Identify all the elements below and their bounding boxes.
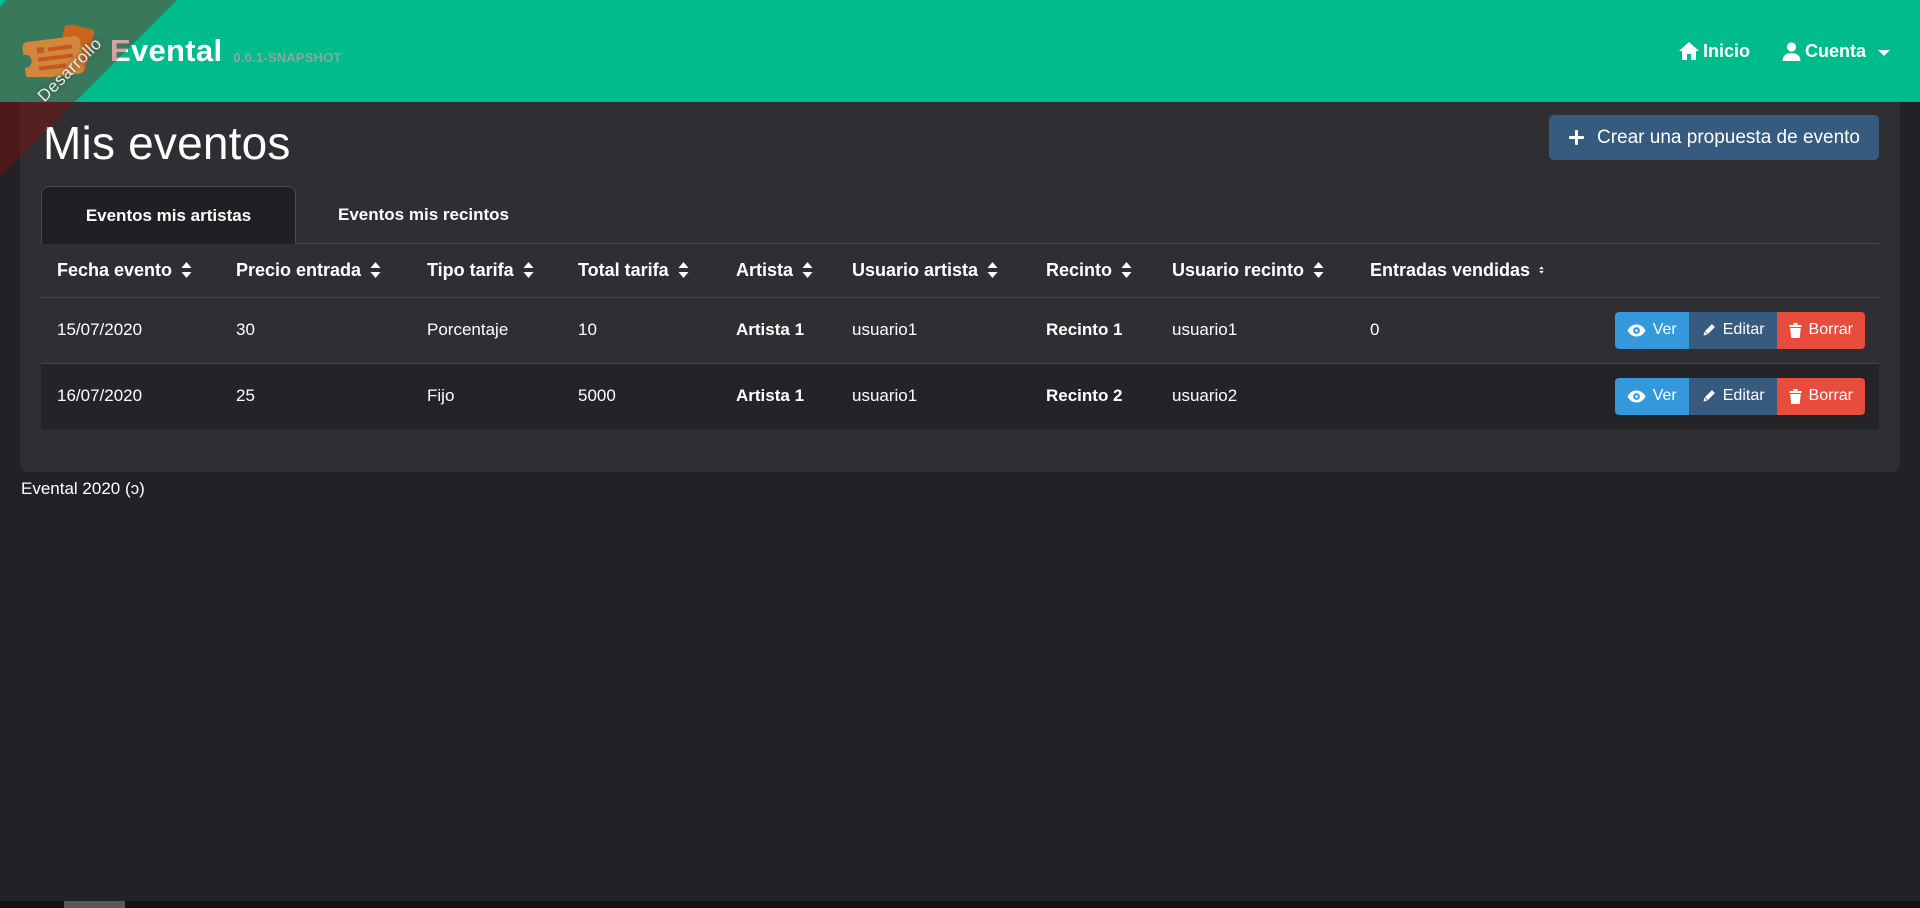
col-header-total-tarifa[interactable]: Total tarifa — [562, 244, 720, 297]
ver-button[interactable]: Ver — [1614, 311, 1689, 349]
user-icon — [1782, 41, 1801, 61]
col-header-tipo-tarifa[interactable]: Tipo tarifa — [411, 244, 562, 297]
nav-inicio-label: Inicio — [1702, 40, 1750, 61]
nav-cuenta[interactable]: Cuenta — [1782, 41, 1890, 62]
cell-tipo-tarifa: Fijo — [411, 362, 562, 429]
col-header-precio-entrada[interactable]: Precio entrada — [220, 244, 411, 297]
create-event-proposal-button[interactable]: Crear una propuesta de evento — [1548, 115, 1879, 160]
eye-icon — [1627, 324, 1646, 336]
cell-usuario-recinto: usuario1 — [1156, 296, 1354, 363]
plus-icon — [1568, 130, 1584, 145]
col-header-usuario-recinto[interactable]: Usuario recinto — [1156, 244, 1354, 297]
nav-inicio[interactable]: Inicio — [1678, 40, 1750, 62]
navbar-brand[interactable]: Evental 0.0.1-SNAPSHOT — [22, 25, 342, 77]
borrar-button[interactable]: Borrar — [1776, 377, 1865, 415]
sort-icon — [370, 262, 381, 279]
nav-cuenta-label: Cuenta — [1804, 40, 1866, 61]
sort-icon — [1539, 266, 1544, 274]
cell-precio-entrada: 30 — [220, 296, 411, 363]
scrollbar-thumb[interactable] — [64, 901, 125, 908]
cell-artista-link[interactable]: Artista 1 — [720, 296, 836, 363]
brand-title[interactable]: Evental — [110, 33, 223, 68]
row-actions: Ver Editar Borrar — [1614, 311, 1865, 349]
cell-recinto-link[interactable]: Recinto 1 — [1030, 296, 1156, 363]
cell-entradas-vendidas — [1354, 362, 1544, 429]
editar-label: Editar — [1722, 321, 1765, 338]
cell-actions: Ver Editar Borrar — [1544, 362, 1879, 429]
cell-total-tarifa: 5000 — [562, 362, 720, 429]
pencil-icon — [1703, 323, 1715, 335]
cell-usuario-artista: usuario1 — [836, 296, 1030, 363]
col-header-entradas-vendidas[interactable]: Entradas vendidas — [1354, 244, 1544, 297]
cell-precio-entrada: 25 — [220, 362, 411, 429]
editar-button[interactable]: Editar — [1688, 377, 1777, 415]
tab-eventos-mis-recintos[interactable]: Eventos mis recintos — [338, 204, 510, 224]
sort-icon — [678, 262, 689, 279]
navbar-menu: Inicio Cuenta — [1678, 40, 1890, 62]
sort-icon — [802, 262, 813, 279]
ver-label: Ver — [1652, 387, 1677, 405]
ver-button[interactable]: Ver — [1614, 377, 1689, 415]
sort-icon — [523, 262, 534, 279]
borrar-label: Borrar — [1808, 387, 1853, 405]
trash-icon — [1788, 322, 1802, 338]
cell-recinto-link[interactable]: Recinto 2 — [1030, 362, 1156, 429]
editar-button[interactable]: Editar — [1688, 311, 1777, 349]
cell-total-tarifa: 10 — [562, 296, 720, 363]
cell-tipo-tarifa: Porcentaje — [411, 296, 562, 363]
cell-actions: Ver Editar Borrar — [1544, 296, 1879, 363]
sort-icon — [181, 262, 192, 279]
navbar: Evental 0.0.1-SNAPSHOT Inicio Cuenta — [0, 0, 1920, 102]
col-header-artista[interactable]: Artista — [720, 244, 836, 297]
tab-eventos-mis-artistas[interactable]: Eventos mis artistas — [41, 186, 296, 244]
borrar-button[interactable]: Borrar — [1776, 311, 1865, 349]
col-header-usuario-artista[interactable]: Usuario artista — [836, 244, 1030, 297]
sort-icon — [1313, 262, 1324, 279]
cell-fecha-evento: 16/07/2020 — [41, 362, 220, 429]
col-header-actions — [1544, 244, 1879, 297]
cell-entradas-vendidas: 0 — [1354, 296, 1544, 363]
cell-usuario-artista: usuario1 — [836, 362, 1030, 429]
tabs-bar: Eventos mis artistas Eventos mis recinto… — [41, 186, 1879, 244]
tickets-logo-icon — [22, 25, 94, 77]
main-panel: Mis eventos Crear una propuesta de event… — [20, 102, 1900, 472]
cell-usuario-recinto: usuario2 — [1156, 362, 1354, 429]
trash-icon — [1788, 388, 1802, 404]
horizontal-scrollbar[interactable] — [0, 901, 1920, 908]
home-icon — [1678, 42, 1699, 60]
chevron-down-icon — [1878, 49, 1890, 56]
col-header-fecha-evento[interactable]: Fecha evento — [41, 244, 220, 297]
editar-label: Editar — [1722, 387, 1765, 405]
table-row: 15/07/2020 30 Porcentaje 10 Artista 1 us… — [41, 296, 1879, 363]
app-version: 0.0.1-SNAPSHOT — [233, 49, 342, 65]
row-actions: Ver Editar Borrar — [1614, 377, 1865, 415]
pencil-icon — [1703, 389, 1715, 402]
col-header-recinto[interactable]: Recinto — [1030, 244, 1156, 297]
page-title: Mis eventos — [43, 117, 291, 169]
table-row: 16/07/2020 25 Fijo 5000 Artista 1 usuari… — [41, 362, 1879, 429]
sort-icon — [987, 262, 998, 279]
cell-fecha-evento: 15/07/2020 — [41, 296, 220, 363]
events-table: Fecha evento Precio entrada Tipo tarifa … — [41, 244, 1879, 429]
cell-artista-link[interactable]: Artista 1 — [720, 362, 836, 429]
table-header-row: Fecha evento Precio entrada Tipo tarifa … — [41, 244, 1879, 297]
borrar-label: Borrar — [1808, 321, 1853, 338]
create-event-proposal-label: Crear una propuesta de evento — [1596, 126, 1860, 148]
sort-icon — [1121, 262, 1132, 279]
eye-icon — [1627, 390, 1646, 403]
ver-label: Ver — [1652, 321, 1677, 338]
footer-text: Evental 2020 (ɔ) — [21, 479, 145, 498]
